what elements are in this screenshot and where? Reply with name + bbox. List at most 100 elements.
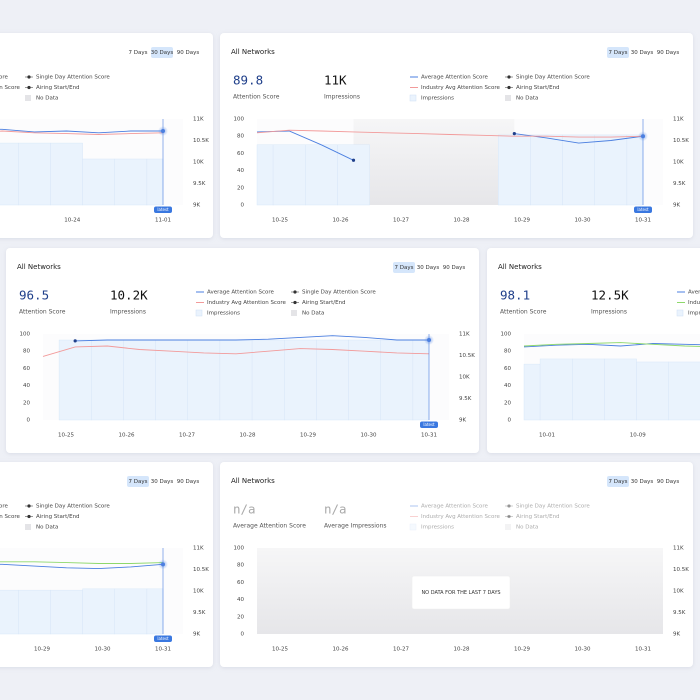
range-tab[interactable]: 30 Days [151,50,174,56]
y2-tick-label: 9K [193,632,200,638]
legend-label: Industry Avg Attention Score [421,85,500,91]
y2-tick-label: 11K [459,332,470,338]
card-title: All Networks [17,263,61,271]
impressions-bar [523,363,541,421]
series-line [523,343,700,348]
y2-tick-label: 9.5K [193,181,206,187]
x-tick-label: 10-31 [155,647,171,653]
latest-badge [634,206,652,213]
impressions-bar [412,339,430,421]
y-tick-label: 40 [504,383,511,389]
y2-tick-label: 11K [193,546,204,552]
range-tab[interactable]: 90 Days [657,50,680,56]
y-tick-label: 0 [27,418,31,424]
y-tick-label: 20 [237,185,244,191]
tab-active-bg [393,262,415,273]
legend-swatch [507,85,511,90]
y-tick-label: 80 [23,349,30,355]
legend-swatch [25,524,31,530]
legend-swatch [507,75,511,79]
impressions-bar [91,339,124,421]
range-tab[interactable]: 90 Days [177,50,200,56]
y2-tick-label: 10K [193,160,204,166]
y2-tick-label: 9.5K [673,181,686,187]
x-tick-label: 10-27 [393,218,409,224]
metric-label: Impressions [591,309,627,316]
airing-marker [512,132,516,136]
latest-badge [420,421,438,428]
y-tick-label: 60 [504,366,511,372]
legend-swatch [27,514,31,519]
range-tab[interactable]: 30 Days [631,479,654,485]
range-tab[interactable]: 30 Days [631,50,654,56]
no-data-region [353,119,515,205]
impressions-bar [594,134,628,206]
y2-tick-label: 10.5K [193,138,209,144]
impressions-bar [498,134,531,206]
legend-swatch [507,504,511,508]
x-tick-label: 10-29 [300,433,316,439]
metric-value: 11K [324,73,347,88]
range-tab[interactable]: 30 Days [417,265,440,271]
legend-label: Average Attention Score [421,75,488,81]
range-tab[interactable]: 7 Days [395,265,414,271]
impressions-bar [18,589,51,635]
y-tick-label: 40 [237,168,244,174]
y2-tick-label: 9K [459,418,466,424]
metric-label: Impressions [324,94,360,101]
impressions-bar [82,588,115,635]
range-tab[interactable]: 7 Days [609,479,628,485]
message-text: NO DATA FOR THE LAST 7 DAYS [421,590,500,596]
card: All Networks 98.1 Attention Score 12.5K Impr… [487,248,700,453]
legend-label: Single Day Attention Score [36,504,110,510]
range-tab[interactable]: 7 Days [129,50,148,56]
impressions-bar [114,158,148,206]
impressions-bar [337,144,370,206]
legend-swatch [505,524,511,530]
x-tick-label: 10-31 [635,218,651,224]
y-tick-label: 60 [237,151,244,157]
x-tick-label: 10-25 [58,433,74,439]
legend-label: Airing Start/End [516,514,560,520]
x-tick-label: 10-28 [454,647,470,653]
series-line [0,563,164,570]
legend-label: Industry Avg Attention Score [0,514,20,520]
legend-swatch [676,309,684,317]
metric-label: Attention Score [233,94,280,101]
impressions-bar [50,589,83,635]
impressions-bar [668,361,700,421]
tab-active-bg [607,47,629,58]
y2-tick-label: 10K [459,375,470,381]
range-tab[interactable]: 7 Days [609,50,628,56]
impressions-bar [146,158,164,206]
series-line [0,130,164,135]
impressions-bar [539,358,573,421]
range-tab[interactable]: 30 Days [151,479,174,485]
x-tick-label: 10-25 [272,218,288,224]
legend-swatch [409,94,417,102]
tab-active-bg [607,476,629,487]
impressions-bar [348,339,381,421]
card: All Networks 7 Days 30 Days 90 Days 89.8 Atte… [220,33,693,238]
range-tab[interactable]: 90 Days [443,265,466,271]
range-tab[interactable]: 90 Days [657,479,680,485]
card: All Networks 7 Days 30 Days 90 Days n/a Avera… [220,462,693,667]
impressions-bar [114,588,148,635]
impressions-bar [626,134,644,206]
legend-swatch [505,95,511,101]
y2-tick-label: 11K [673,117,684,123]
x-tick-label: 10-30 [575,218,591,224]
metric-value: 10.2K [110,288,148,303]
card-title: All Networks [231,48,275,56]
range-tab[interactable]: 90 Days [177,479,200,485]
range-tab[interactable]: 7 Days [129,479,148,485]
x-tick-label: 10-26 [333,647,349,653]
latest-point [641,134,645,139]
legend-label: No Data [516,525,538,531]
impressions-bar [0,589,19,635]
y-tick-label: 100 [20,332,31,338]
legend-label: Airing Start/End [36,85,80,91]
legend-label: Average Attention Score [688,290,700,296]
